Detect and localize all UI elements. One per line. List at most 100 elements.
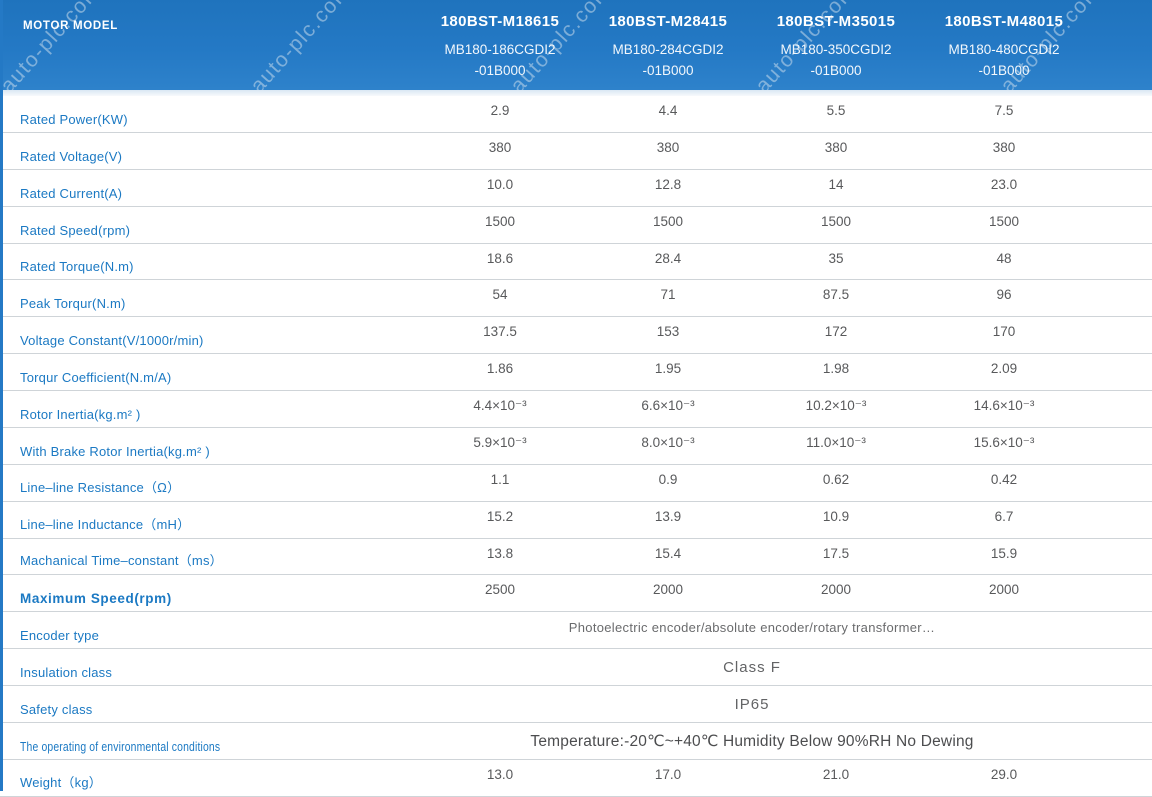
model-column-header: 180BST-M35015 MB180-350CGDI2 -01B000 bbox=[752, 0, 920, 90]
row-label-text: Machanical Time–constant（ms） bbox=[20, 553, 223, 569]
spec-value: 172 bbox=[824, 324, 848, 340]
spec-row: Line–line Inductance（mH） 15.2 13.9 10.9 6.7 bbox=[0, 501, 1152, 539]
spec-row: Rated Torque(N.m) 18.6 28.4 35 48 bbox=[0, 243, 1152, 281]
spec-value: 0.62 bbox=[822, 471, 850, 487]
row-label-text: Safety class bbox=[20, 701, 93, 717]
motor-model-header-label: MOTOR MODEL bbox=[23, 20, 119, 32]
spec-value: 48 bbox=[996, 250, 1012, 266]
spec-value: 1500 bbox=[820, 213, 852, 229]
spec-value: 28.4 bbox=[654, 250, 682, 266]
row-label: Encoder type bbox=[0, 612, 416, 648]
spec-value: 2500 bbox=[484, 582, 516, 598]
row-label: Weight（kg） bbox=[0, 760, 416, 796]
row-label: Maximum Speed(rpm) bbox=[0, 575, 416, 611]
spec-value: 1.95 bbox=[654, 361, 682, 377]
spec-row: Rated Current(A) 10.0 12.8 14 23.0 bbox=[0, 169, 1152, 207]
spec-value: 87.5 bbox=[822, 287, 850, 303]
model-column-header: 180BST-M28415 MB180-284CGDI2 -01B000 bbox=[584, 0, 752, 90]
spec-value: 17.5 bbox=[822, 545, 850, 561]
spec-value: 1500 bbox=[652, 213, 684, 229]
spec-value-span: IP65 bbox=[734, 696, 770, 713]
spec-value: 29.0 bbox=[990, 766, 1018, 782]
spec-value: 6.6×10⁻³ bbox=[641, 398, 695, 413]
model-code-line1: MB180-186CGDI2 bbox=[444, 42, 556, 57]
model-name: 180BST-M35015 bbox=[776, 13, 896, 30]
row-label-text: Rated Current(A) bbox=[20, 185, 123, 201]
row-label-text: With Brake Rotor Inertia(kg.m² ) bbox=[20, 443, 210, 459]
spec-value: 15.4 bbox=[654, 545, 682, 561]
row-label: Machanical Time–constant（ms） bbox=[0, 539, 416, 575]
spec-row: Rotor Inertia(kg.m² ) 4.4×10⁻³ 6.6×10⁻³ 10.… bbox=[0, 391, 1152, 428]
row-label-text: Weight（kg） bbox=[20, 774, 102, 790]
spec-value: 12.8 bbox=[654, 176, 682, 192]
header-divider bbox=[0, 90, 1152, 96]
spec-value: 35 bbox=[828, 250, 844, 266]
spec-value: 2.09 bbox=[990, 361, 1018, 377]
row-label-text: Encoder type bbox=[20, 628, 100, 644]
spec-value: 170 bbox=[992, 324, 1016, 340]
spec-value: 380 bbox=[824, 139, 848, 155]
row-label-text: Rated Speed(rpm) bbox=[20, 222, 131, 238]
spec-value: 10.2×10⁻³ bbox=[805, 398, 867, 413]
spec-row: Safety class IP65 bbox=[0, 686, 1152, 723]
row-label-text: Voltage Constant(V/1000r/min) bbox=[20, 333, 204, 349]
spec-value: 15.9 bbox=[990, 545, 1018, 561]
spec-value: 380 bbox=[656, 139, 680, 155]
row-label: Rated Voltage(V) bbox=[0, 133, 416, 169]
model-name: 180BST-M28415 bbox=[608, 13, 728, 30]
spec-value: 96 bbox=[996, 287, 1012, 303]
spec-row: Voltage Constant(V/1000r/min) 137.5 153 172… bbox=[0, 317, 1152, 355]
row-label: Rated Current(A) bbox=[0, 170, 416, 206]
left-accent-bar bbox=[0, 0, 3, 791]
model-column-header: 180BST-M18615 MB180-186CGDI2 -01B000 bbox=[416, 0, 584, 90]
spec-row: Insulation class Class F bbox=[0, 649, 1152, 686]
spec-value-span: Photoelectric encoder/absolute encoder/r… bbox=[568, 620, 936, 636]
spec-value: 13.8 bbox=[486, 545, 514, 561]
spec-value: 5.5 bbox=[826, 103, 846, 118]
table-header: auto-plc.com auto-plc.com auto-plc.com a… bbox=[0, 0, 1152, 90]
spec-value: 8.0×10⁻³ bbox=[641, 434, 695, 450]
row-label: Line–line Resistance（Ω） bbox=[0, 465, 416, 501]
row-label-text: Torqur Coefficient(N.m/A) bbox=[20, 370, 172, 385]
spec-value-span: Class F bbox=[723, 659, 781, 677]
spec-table-body: Rated Power(KW) 2.9 4.4 5.5 7.5 Rated Voltage… bbox=[0, 96, 1152, 797]
spec-value: 17.0 bbox=[654, 766, 682, 782]
model-name: 180BST-M48015 bbox=[944, 13, 1064, 30]
spec-value: 13.9 bbox=[654, 508, 682, 524]
spec-value: 11.0×10⁻³ bbox=[806, 434, 866, 450]
spec-value: 4.4 bbox=[658, 103, 678, 118]
spec-value: 2000 bbox=[652, 582, 684, 598]
spec-value: 23.0 bbox=[990, 176, 1018, 192]
spec-row: Machanical Time–constant（ms） 13.8 15.4 17.5… bbox=[0, 538, 1152, 576]
row-label-text: Rated Voltage(V) bbox=[20, 148, 123, 164]
spec-row: Peak Torqur(N.m) 54 71 87.5 96 bbox=[0, 280, 1152, 318]
spec-value: 10.9 bbox=[822, 508, 850, 524]
spec-value: 1.86 bbox=[486, 361, 514, 377]
row-label: Rated Speed(rpm) bbox=[0, 207, 416, 243]
spec-row: Weight（kg） 13.0 17.0 21.0 29.0 bbox=[0, 759, 1152, 797]
model-columns-header: 180BST-M18615 MB180-186CGDI2 -01B000 180BST… bbox=[416, 0, 1088, 90]
model-code-line2: -01B000 bbox=[474, 63, 526, 78]
spec-row: Rated Speed(rpm) 1500 1500 1500 1500 bbox=[0, 206, 1152, 244]
spec-value: 137.5 bbox=[483, 324, 517, 340]
row-label-text: Peak Torqur(N.m) bbox=[20, 296, 126, 312]
row-label: Line–line Inductance（mH） bbox=[0, 502, 416, 538]
model-code-line2: -01B000 bbox=[978, 63, 1030, 78]
model-name: 180BST-M18615 bbox=[440, 13, 560, 30]
spec-value: 153 bbox=[656, 324, 680, 340]
spec-value: 2000 bbox=[820, 582, 852, 598]
row-label: Torqur Coefficient(N.m/A) bbox=[0, 354, 416, 390]
model-code: MB180-350CGDI2 -01B000 bbox=[780, 39, 891, 81]
row-label-text: Line–line Resistance（Ω） bbox=[20, 479, 181, 495]
spec-row: Rated Voltage(V) 380 380 380 380 bbox=[0, 132, 1152, 170]
spec-value: 14 bbox=[828, 176, 844, 192]
spec-row: Line–line Resistance（Ω） 1.1 0.9 0.62 0.42 bbox=[0, 464, 1152, 502]
model-code: MB180-186CGDI2 -01B000 bbox=[444, 39, 555, 81]
spec-value: 4.4×10⁻³ bbox=[473, 398, 527, 413]
spec-value: 15.6×10⁻³ bbox=[973, 434, 1035, 450]
spec-value: 1.98 bbox=[822, 361, 850, 377]
spec-value: 15.2 bbox=[486, 508, 514, 524]
spec-value: 10.0 bbox=[486, 176, 514, 192]
spec-value: 13.0 bbox=[486, 766, 514, 782]
